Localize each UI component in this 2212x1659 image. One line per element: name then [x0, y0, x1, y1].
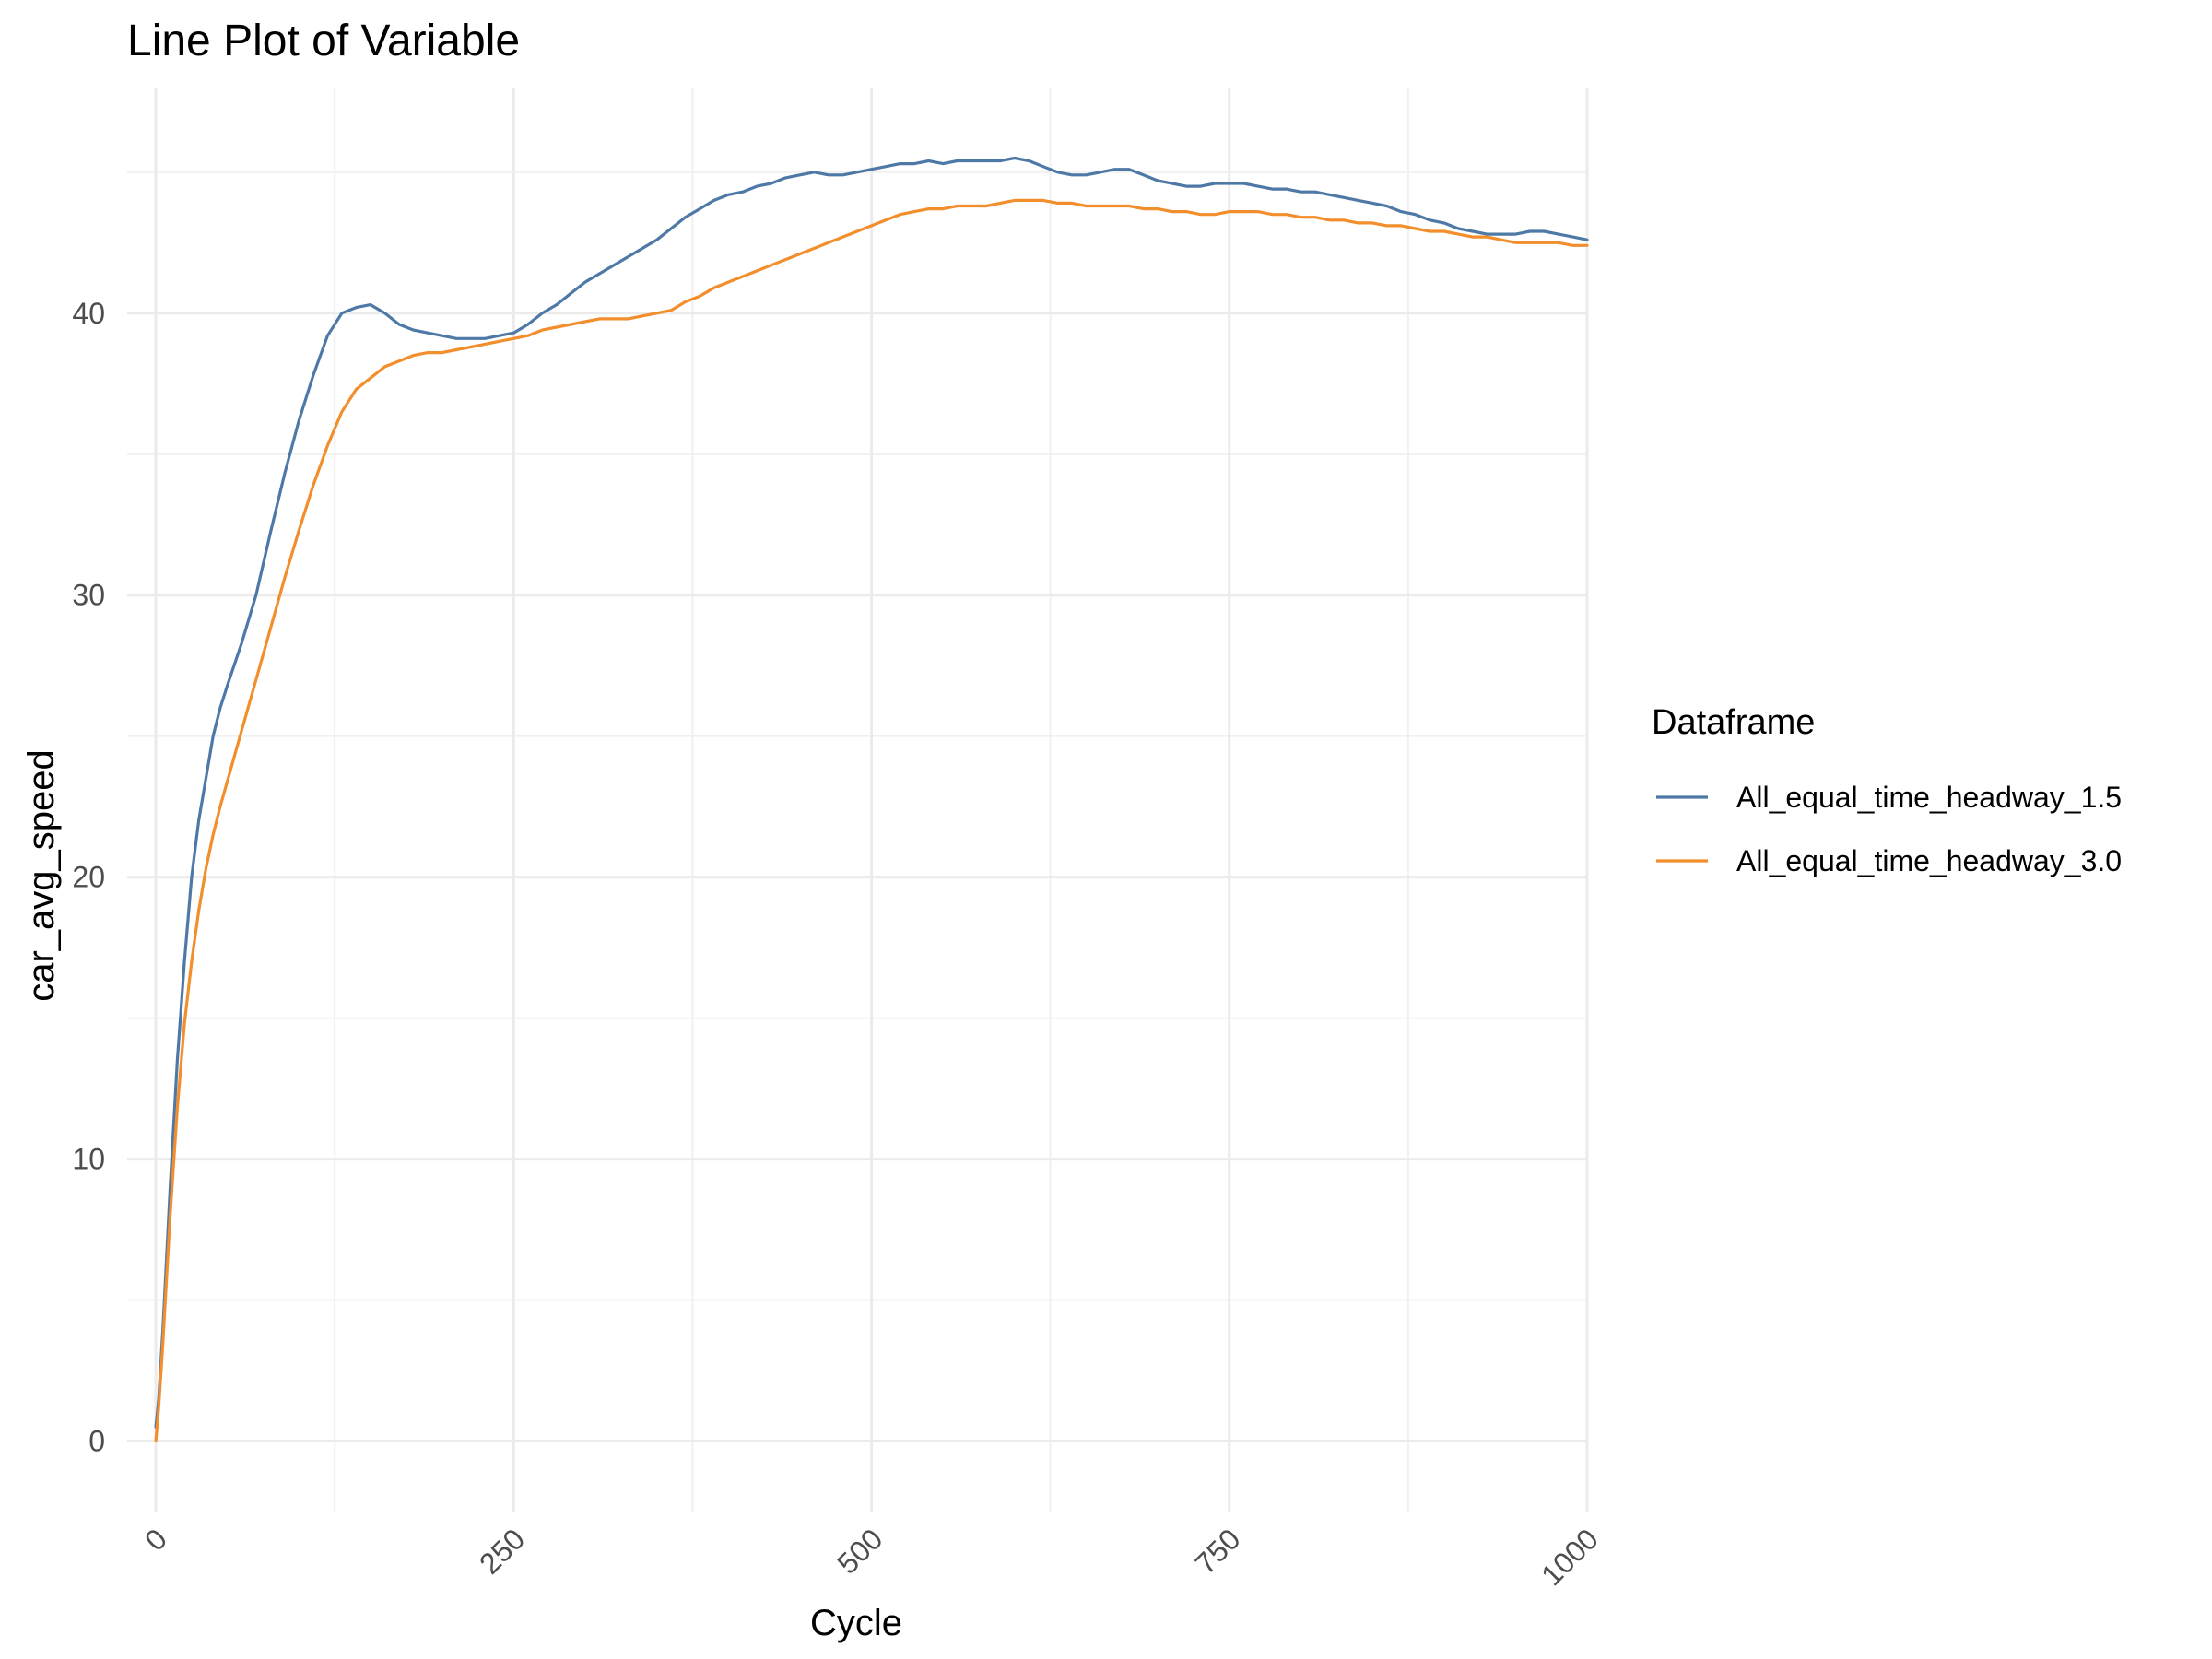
y-tick-label: 0	[88, 1425, 105, 1458]
legend-label-1: All_equal_time_headway_1.5	[1736, 781, 2122, 814]
y-tick-label: 30	[72, 579, 105, 612]
y-tick-label: 20	[72, 861, 105, 894]
series-line-2	[154, 198, 1589, 1443]
y-tick-label: 10	[72, 1143, 105, 1176]
major-gridlines	[127, 88, 1589, 1512]
y-axis-ticks: 0 10 20 30 40	[72, 297, 105, 1458]
series-line-1	[154, 156, 1589, 1429]
y-axis-title: car_avg_speed	[21, 749, 62, 1002]
x-axis-title: Cycle	[810, 1603, 902, 1643]
y-tick-label: 40	[72, 297, 105, 330]
legend-title: Dataframe	[1652, 703, 1815, 742]
chart-title: Line Plot of Variable	[127, 17, 520, 65]
series-layer	[154, 156, 1589, 1443]
legend: Dataframe All_equal_time_headway_1.5 All_…	[1652, 703, 2122, 877]
legend-label-2: All_equal_time_headway_3.0	[1736, 844, 2122, 877]
